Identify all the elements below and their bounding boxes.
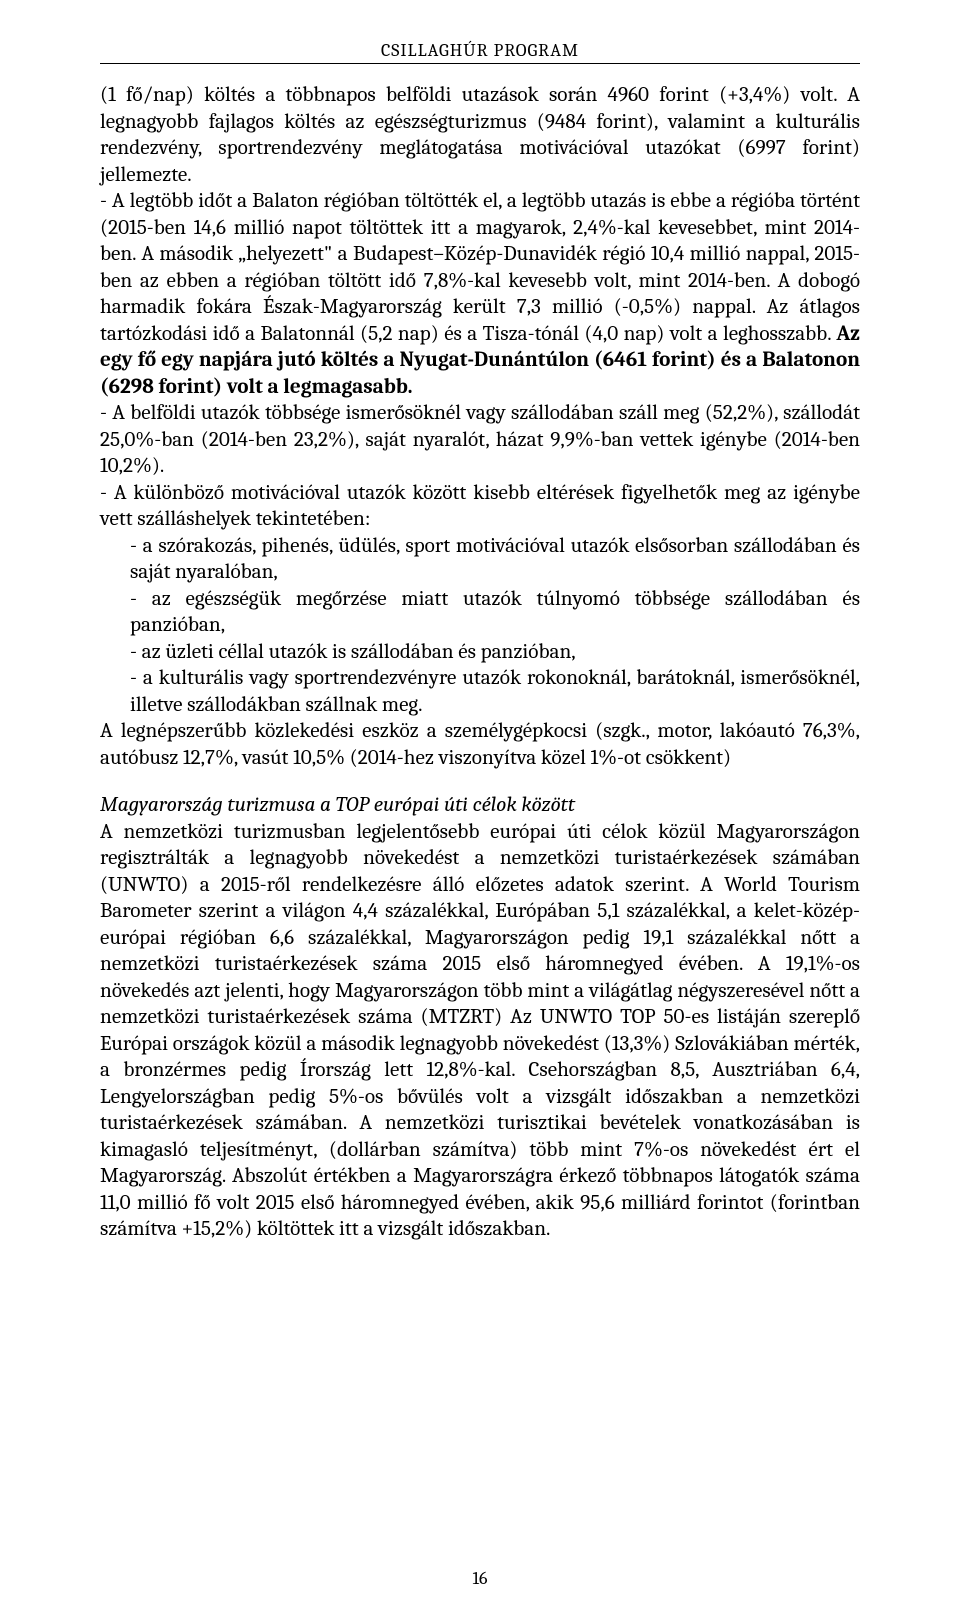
- paragraph-4: - A különböző motivációval utazók között…: [100, 480, 860, 533]
- paragraph-2: - A legtöbb időt a Balaton régióban tölt…: [100, 188, 860, 400]
- page-number: 16: [0, 1568, 960, 1589]
- bullet-item-3: - az üzleti céllal utazók is szállodában…: [130, 639, 860, 666]
- paragraph-3: - A belföldi utazók többsége ismerősökné…: [100, 400, 860, 480]
- body-text-block: (1 fő/nap) költés a többnapos belföldi u…: [100, 82, 860, 1243]
- spacer: [100, 771, 860, 792]
- running-head: CSILLAGHÚR PROGRAM: [100, 40, 860, 64]
- paragraph-1: (1 fő/nap) költés a többnapos belföldi u…: [100, 82, 860, 188]
- bullet-item-4: - a kulturális vagy sportrendezvényre ut…: [130, 665, 860, 718]
- paragraph-6: A nemzetközi turizmusban legjelentősebb …: [100, 819, 860, 1243]
- paragraph-5: A legnépszerűbb közlekedési eszköz a sze…: [100, 718, 860, 771]
- bullet-list: - a szórakozás, pihenés, üdülés, sport m…: [100, 533, 860, 719]
- subheading-italic: Magyarország turizmusa a TOP európai úti…: [100, 792, 860, 819]
- bullet-item-2: - az egészségük megőrzése miatt utazók t…: [130, 586, 860, 639]
- document-page: CSILLAGHÚR PROGRAM (1 fő/nap) költés a t…: [0, 0, 960, 1617]
- bullet-item-1: - a szórakozás, pihenés, üdülés, sport m…: [130, 533, 860, 586]
- paragraph-2-text: - A legtöbb időt a Balaton régióban tölt…: [100, 189, 860, 346]
